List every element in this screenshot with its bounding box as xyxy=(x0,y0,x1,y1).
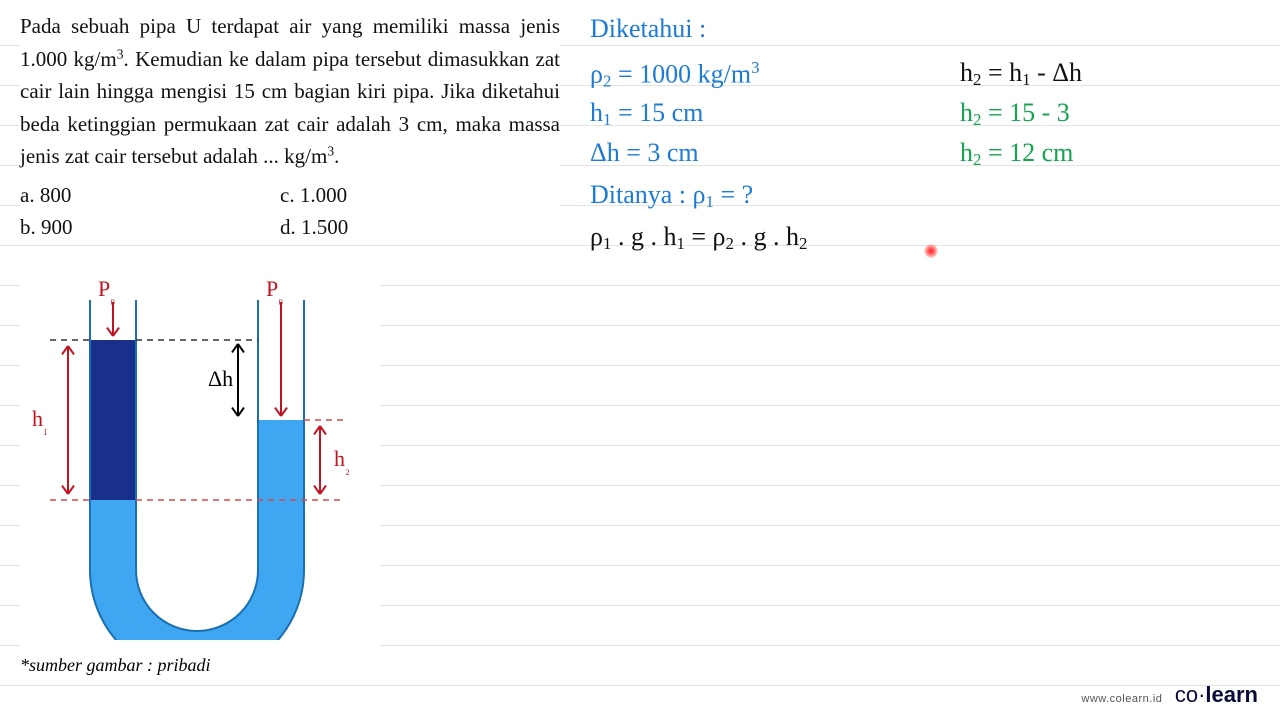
svg-text:Δh: Δh xyxy=(208,366,233,391)
work-line: h2 = 15 - 3 xyxy=(960,98,1070,130)
u-tube-diagram: P₀ P₀ Δh h₁ h₂ xyxy=(20,280,380,660)
svg-text:h₁: h₁ xyxy=(32,406,48,436)
option-b: b. 900 xyxy=(20,211,280,244)
work-line: Δh = 3 cm xyxy=(590,138,699,168)
laser-pointer-icon xyxy=(924,244,938,258)
image-source-note: *sumber gambar : pribadi xyxy=(20,655,211,676)
svg-text:P₀: P₀ xyxy=(98,280,115,306)
work-line: ρ1 . g . h1 = ρ2 . g . h2 xyxy=(590,222,807,254)
work-line: h2 = h1 - Δh xyxy=(960,58,1082,90)
work-line: Ditanya : ρ1 = ? xyxy=(590,180,753,212)
svg-text:h₂: h₂ xyxy=(334,446,350,476)
work-line: h2 = 12 cm xyxy=(960,138,1073,170)
question-block: Pada sebuah pipa U terdapat air yang mem… xyxy=(20,10,560,244)
option-c: c. 1.000 xyxy=(280,179,540,212)
question-text: Pada sebuah pipa U terdapat air yang mem… xyxy=(20,10,560,173)
work-line: ρ2 = 1000 kg/m3 xyxy=(590,58,760,92)
option-d: d. 1.500 xyxy=(280,211,540,244)
footer-logo: www.colearn.id co·learn xyxy=(1081,682,1258,708)
work-line: h1 = 15 cm xyxy=(590,98,703,130)
footer-url: www.colearn.id xyxy=(1081,693,1162,705)
work-line: Diketahui : xyxy=(590,14,706,44)
svg-text:P₀: P₀ xyxy=(266,280,283,306)
answer-options: a. 800 c. 1.000 b. 900 d. 1.500 xyxy=(20,179,560,244)
option-a: a. 800 xyxy=(20,179,280,212)
